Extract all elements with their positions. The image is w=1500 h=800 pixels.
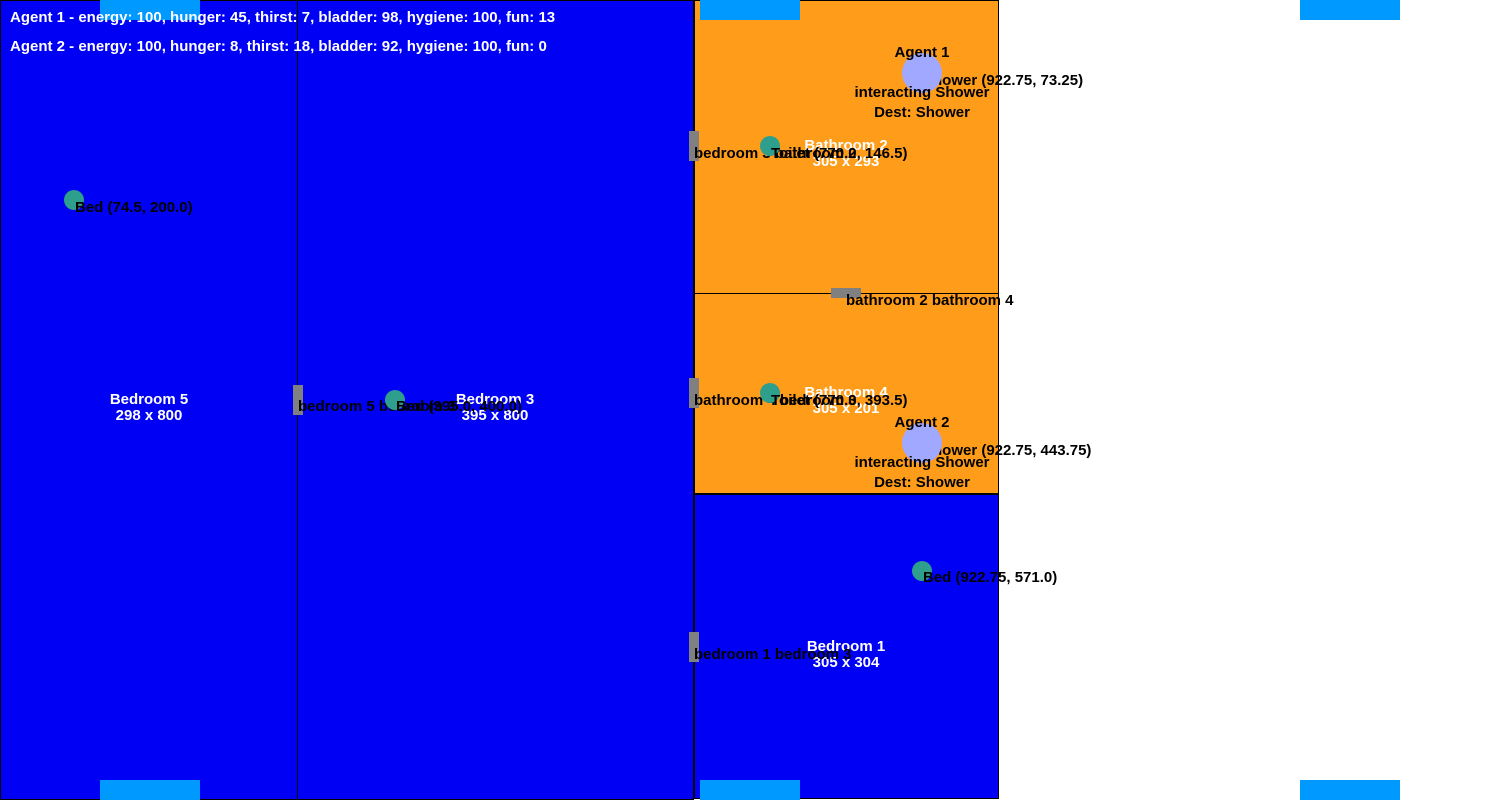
door-bedroom5-bedroom3[interactable]	[293, 385, 303, 415]
door-bathroom2-bathroom4[interactable]	[831, 288, 861, 298]
agent-destination: Dest: Shower	[874, 104, 970, 121]
bed-icon[interactable]	[64, 190, 84, 210]
object-label: Toilet (770.0, 393.5)	[771, 392, 908, 409]
toilet-icon[interactable]	[760, 383, 780, 403]
agent-name: Agent 1	[894, 44, 950, 61]
object-label: Toilet (770.0, 146.5)	[771, 145, 908, 162]
agent-2-label: Agent 2 interacting Shower Dest: Shower	[854, 413, 989, 493]
agent-name: Agent 2	[894, 414, 950, 431]
door-label: bedroom 1 bedroom 3	[694, 646, 852, 663]
agent-1[interactable]	[902, 53, 942, 93]
object-label: Shower (922.75, 73.25)	[923, 72, 1084, 89]
room-bedroom-1	[694, 494, 999, 799]
room-bedroom-5	[0, 0, 298, 800]
agent-2-stats: Agent 2 - energy: 100, hunger: 8, thirst…	[10, 38, 547, 55]
object-label: Bed (922.75, 571.0)	[923, 569, 1058, 586]
door-label: bedroom 5 bedroom 3	[298, 398, 456, 415]
object-label: Bed (74.5, 200.0)	[75, 199, 193, 216]
toilet-icon[interactable]	[760, 136, 780, 156]
door-bathroom4-bedroom3[interactable]	[689, 378, 699, 408]
room-size: 395 x 800	[461, 407, 529, 424]
room-name: Bedroom 3	[455, 391, 535, 408]
agent-state: interacting Shower	[854, 84, 990, 101]
bottom-strip-3	[1300, 780, 1400, 800]
room-name: Bathroom 2	[804, 137, 888, 154]
room-label-bathroom-4: Bathroom 4 305 x 201	[804, 385, 887, 417]
bottom-strip-2	[700, 780, 800, 800]
agent-state: interacting Shower	[854, 454, 990, 471]
room-size: 298 x 800	[115, 407, 183, 424]
agent-2[interactable]	[902, 423, 942, 463]
agent-1-label: Agent 1 interacting Shower Dest: Shower	[854, 43, 989, 123]
door-label: bathroom 2 bathroom 4	[846, 292, 1014, 309]
room-bathroom-4	[694, 293, 999, 494]
room-name: Bedroom 5	[109, 391, 189, 408]
object-label: Bed (395.0, 400.0)	[396, 398, 522, 415]
top-strip-2	[700, 0, 800, 20]
door-bedroom3-bathroom2[interactable]	[689, 131, 699, 161]
room-size: 305 x 201	[812, 400, 880, 417]
room-size: 305 x 304	[812, 654, 880, 671]
room-label-bedroom-3: Bedroom 3 395 x 800	[456, 392, 534, 424]
bed-icon[interactable]	[912, 561, 932, 581]
room-name: Bedroom 1	[806, 638, 886, 655]
room-label-bedroom-1: Bedroom 1 305 x 304	[807, 639, 885, 671]
object-label: Shower (922.75, 443.75)	[923, 442, 1092, 459]
room-bedroom-3	[297, 0, 694, 800]
room-size: 305 x 293	[812, 153, 880, 170]
agent-destination: Dest: Shower	[874, 474, 970, 491]
room-label-bathroom-2: Bathroom 2 305 x 293	[804, 138, 887, 170]
door-bedroom1-bedroom3[interactable]	[689, 632, 699, 662]
bottom-strip-1	[100, 780, 200, 800]
bed-icon[interactable]	[385, 390, 405, 410]
room-name: Bathroom 4	[804, 384, 888, 401]
top-strip-3	[1300, 0, 1400, 20]
agent-1-stats: Agent 1 - energy: 100, hunger: 45, thirs…	[10, 9, 556, 26]
top-strip-1	[100, 0, 200, 20]
room-label-bedroom-5: Bedroom 5 298 x 800	[110, 392, 188, 424]
